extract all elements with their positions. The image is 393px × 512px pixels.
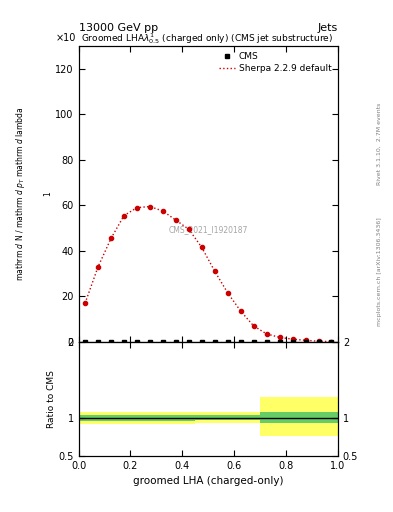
Sherpa 2.2.9 default <box>316 338 321 344</box>
Bar <box>286 413 299 423</box>
CMS <box>148 339 152 345</box>
Text: mcplots.cern.ch [arXiv:1306.3436]: mcplots.cern.ch [arXiv:1306.3436] <box>377 217 382 326</box>
Bar <box>286 397 299 436</box>
Sherpa 2.2.9 default <box>226 290 230 296</box>
Bar <box>234 415 247 420</box>
Bar <box>312 397 325 436</box>
Sherpa 2.2.9 default <box>252 323 256 329</box>
Bar <box>299 397 312 436</box>
Bar <box>247 415 260 420</box>
CMS <box>186 339 191 345</box>
CMS <box>83 339 88 345</box>
Bar <box>156 415 169 421</box>
X-axis label: groomed LHA (charged-only): groomed LHA (charged-only) <box>133 476 283 486</box>
Text: ×10: ×10 <box>56 33 76 43</box>
CMS <box>252 339 256 345</box>
CMS <box>134 339 140 345</box>
Sherpa 2.2.9 default <box>108 236 114 242</box>
Bar <box>299 413 312 423</box>
Bar <box>260 397 273 436</box>
Bar <box>195 413 208 423</box>
Legend: CMS, Sherpa 2.2.9 default: CMS, Sherpa 2.2.9 default <box>217 51 334 75</box>
Bar <box>143 415 156 421</box>
Text: Rivet 3.1.10,  2.7M events: Rivet 3.1.10, 2.7M events <box>377 102 382 184</box>
Sherpa 2.2.9 default <box>290 336 295 342</box>
Sherpa 2.2.9 default <box>212 268 217 274</box>
Text: 13000 GeV pp: 13000 GeV pp <box>79 23 158 33</box>
Bar <box>130 412 143 424</box>
Bar <box>208 415 221 420</box>
Sherpa 2.2.9 default <box>83 300 88 306</box>
Bar <box>169 415 182 421</box>
Sherpa 2.2.9 default <box>277 334 282 340</box>
Line: CMS: CMS <box>83 340 334 344</box>
Bar <box>221 413 234 423</box>
Bar <box>221 415 234 420</box>
Bar <box>325 413 338 423</box>
Bar <box>273 397 286 436</box>
Bar <box>79 412 92 424</box>
Bar <box>156 412 169 424</box>
CMS <box>290 339 295 345</box>
Text: Groomed LHA$\lambda^{1}_{0.5}$ (charged only) (CMS jet substructure): Groomed LHA$\lambda^{1}_{0.5}$ (charged … <box>81 31 333 46</box>
Bar <box>247 413 260 423</box>
CMS <box>199 339 204 345</box>
Bar <box>143 412 156 424</box>
Sherpa 2.2.9 default <box>303 337 308 344</box>
Sherpa 2.2.9 default <box>238 308 243 314</box>
CMS <box>108 339 114 345</box>
CMS <box>122 339 127 345</box>
Sherpa 2.2.9 default <box>174 217 178 223</box>
Sherpa 2.2.9 default <box>264 331 269 337</box>
Sherpa 2.2.9 default <box>148 203 152 209</box>
CMS <box>316 339 321 345</box>
Bar <box>79 415 92 421</box>
Bar <box>273 413 286 423</box>
CMS <box>264 339 269 345</box>
Sherpa 2.2.9 default <box>199 244 204 250</box>
Sherpa 2.2.9 default <box>329 338 334 345</box>
Sherpa 2.2.9 default <box>96 264 101 270</box>
Line: Sherpa 2.2.9 default: Sherpa 2.2.9 default <box>85 206 331 342</box>
Bar <box>118 412 130 424</box>
Y-axis label: mathrm $d^2$N
mathrm $d$ $p_T$ mathrm $d$ lambda

mathrm $d$ N / mathrm $d$ $p_T: mathrm $d^2$N mathrm $d$ $p_T$ mathrm $d… <box>0 107 52 281</box>
Bar <box>105 415 118 421</box>
Sherpa 2.2.9 default <box>161 208 165 214</box>
Sherpa 2.2.9 default <box>122 212 127 219</box>
CMS <box>303 339 308 345</box>
Sherpa 2.2.9 default <box>186 226 191 232</box>
Bar <box>182 412 195 424</box>
Bar <box>130 415 143 421</box>
CMS <box>174 339 178 345</box>
CMS <box>238 339 243 345</box>
Sherpa 2.2.9 default <box>134 205 140 211</box>
CMS <box>212 339 217 345</box>
Bar <box>325 397 338 436</box>
Bar <box>312 413 325 423</box>
CMS <box>329 339 334 345</box>
Bar <box>118 415 130 421</box>
Text: CMS_2021_I1920187: CMS_2021_I1920187 <box>169 225 248 234</box>
Bar <box>169 412 182 424</box>
Bar <box>195 415 208 420</box>
Bar <box>105 412 118 424</box>
CMS <box>96 339 101 345</box>
Bar <box>260 413 273 423</box>
CMS <box>226 339 230 345</box>
Bar <box>182 415 195 421</box>
Y-axis label: Ratio to CMS: Ratio to CMS <box>47 370 55 428</box>
Bar <box>208 413 221 423</box>
Text: Jets: Jets <box>318 23 338 33</box>
CMS <box>161 339 165 345</box>
Bar <box>92 415 105 421</box>
CMS <box>277 339 282 345</box>
Bar <box>234 413 247 423</box>
Bar <box>92 412 105 424</box>
